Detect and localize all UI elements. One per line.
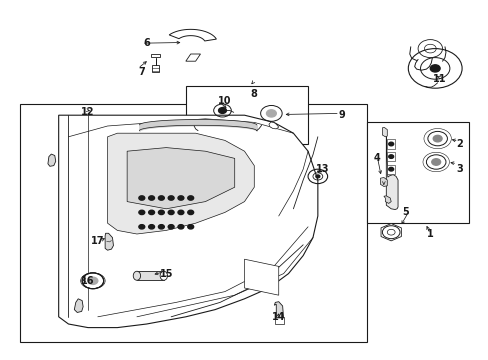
- Circle shape: [388, 155, 393, 158]
- Circle shape: [139, 196, 144, 200]
- Text: 5: 5: [402, 207, 408, 217]
- Bar: [386, 152, 394, 161]
- Circle shape: [148, 210, 154, 215]
- Text: 13: 13: [315, 164, 329, 174]
- Text: 15: 15: [159, 269, 173, 279]
- Circle shape: [158, 210, 164, 215]
- Circle shape: [158, 196, 164, 200]
- Bar: [386, 139, 394, 149]
- Text: 17: 17: [91, 236, 104, 246]
- Circle shape: [168, 225, 174, 229]
- Text: 8: 8: [250, 89, 257, 99]
- Circle shape: [178, 210, 183, 215]
- Circle shape: [168, 196, 174, 200]
- Circle shape: [266, 110, 276, 117]
- Bar: [20, 104, 366, 342]
- Text: 14: 14: [271, 312, 285, 322]
- Polygon shape: [386, 130, 397, 210]
- Polygon shape: [150, 54, 160, 57]
- Circle shape: [178, 196, 183, 200]
- Polygon shape: [185, 54, 200, 61]
- Polygon shape: [268, 122, 278, 129]
- Circle shape: [432, 135, 441, 142]
- Text: 11: 11: [432, 74, 446, 84]
- Bar: [137, 271, 163, 280]
- Polygon shape: [105, 233, 113, 250]
- Text: 7: 7: [138, 67, 145, 77]
- Text: 9: 9: [338, 110, 345, 120]
- Circle shape: [148, 225, 154, 229]
- Text: 3: 3: [455, 164, 462, 174]
- Bar: [386, 165, 394, 174]
- Polygon shape: [48, 154, 56, 166]
- Circle shape: [187, 210, 193, 215]
- Circle shape: [88, 277, 98, 284]
- Polygon shape: [107, 133, 254, 234]
- Circle shape: [431, 159, 440, 165]
- Ellipse shape: [160, 271, 167, 280]
- Circle shape: [168, 210, 174, 215]
- Polygon shape: [169, 30, 216, 41]
- Circle shape: [139, 210, 144, 215]
- Bar: [275, 317, 284, 324]
- Polygon shape: [59, 115, 317, 328]
- Polygon shape: [127, 148, 234, 209]
- Circle shape: [187, 225, 193, 229]
- Polygon shape: [274, 302, 283, 320]
- Circle shape: [178, 225, 183, 229]
- Circle shape: [315, 175, 319, 178]
- Ellipse shape: [133, 271, 141, 280]
- Circle shape: [187, 196, 193, 200]
- Circle shape: [139, 225, 144, 229]
- Polygon shape: [244, 259, 278, 295]
- Text: 12: 12: [81, 107, 95, 117]
- Polygon shape: [380, 177, 386, 186]
- Text: 2: 2: [455, 139, 462, 149]
- Circle shape: [388, 142, 393, 146]
- Circle shape: [429, 65, 439, 72]
- Circle shape: [218, 108, 226, 113]
- Bar: [366, 122, 468, 223]
- Polygon shape: [151, 58, 159, 72]
- Text: 4: 4: [372, 153, 379, 163]
- Text: 1: 1: [426, 229, 433, 239]
- Text: 10: 10: [218, 96, 231, 106]
- Text: 16: 16: [81, 276, 95, 286]
- Ellipse shape: [81, 273, 105, 289]
- Circle shape: [148, 196, 154, 200]
- Polygon shape: [382, 127, 386, 137]
- Text: 6: 6: [143, 38, 150, 48]
- Polygon shape: [74, 299, 83, 312]
- Circle shape: [158, 225, 164, 229]
- Polygon shape: [380, 224, 401, 241]
- Bar: [185, 86, 307, 144]
- Circle shape: [388, 167, 393, 171]
- Polygon shape: [383, 196, 390, 203]
